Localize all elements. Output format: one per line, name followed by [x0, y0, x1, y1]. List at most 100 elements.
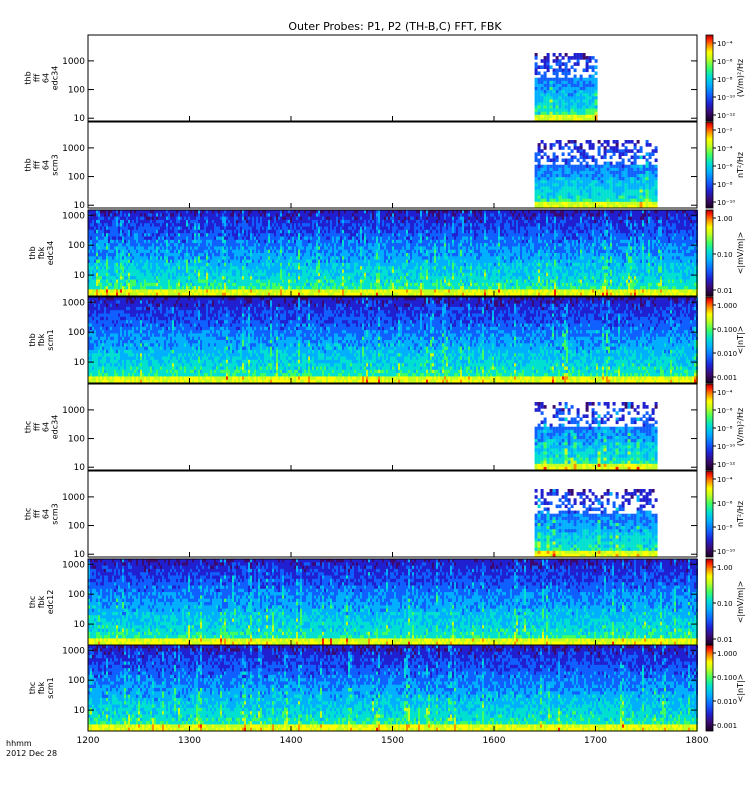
- spectrogram-cell: [540, 102, 544, 107]
- spectrogram-cell: [110, 266, 112, 270]
- spectrogram-cell: [252, 256, 254, 261]
- spectrogram-cell: [142, 292, 144, 297]
- spectrogram-cell: [540, 149, 544, 153]
- spectrogram-cell: [552, 59, 556, 63]
- spectrogram-cell: [92, 229, 94, 234]
- spectrogram-cell: [244, 292, 246, 297]
- spectrogram-cell: [98, 289, 100, 294]
- spectrogram-cell: [226, 289, 228, 294]
- spectrogram-cell: [378, 249, 380, 254]
- spectrogram-cell: [276, 239, 278, 244]
- spectrogram-cell: [558, 87, 562, 91]
- spectrogram-cell: [236, 216, 238, 221]
- spectrogram-cell: [344, 226, 346, 231]
- spectrogram-cell: [232, 262, 234, 267]
- spectrogram-cell: [346, 213, 348, 218]
- colorbar-label: nT²/Hz: [736, 152, 745, 178]
- spectrogram-cell: [202, 249, 204, 254]
- spectrogram-cell: [576, 117, 580, 122]
- spectrogram-cell: [374, 213, 376, 218]
- spectrogram-cell: [94, 269, 96, 274]
- spectrogram-cell: [220, 216, 222, 221]
- spectrogram-cell: [222, 226, 224, 231]
- spectrogram-cell: [543, 164, 547, 169]
- spectrogram-cell: [316, 246, 318, 251]
- spectrogram-cell: [558, 53, 562, 57]
- spectrogram-cell: [246, 279, 248, 284]
- spectrogram-cell: [642, 189, 646, 194]
- spectrogram-cell: [190, 236, 192, 241]
- spectrogram-cell: [302, 279, 304, 284]
- spectrogram-cell: [362, 226, 364, 231]
- spectrogram-cell: [312, 226, 314, 231]
- spectrogram-cell: [194, 292, 196, 297]
- spectrogram-cell: [342, 269, 344, 274]
- spectrogram-cell: [370, 246, 372, 251]
- spectrogram-cell: [310, 226, 312, 231]
- spectrogram-cell: [246, 289, 248, 294]
- spectrogram-cell: [356, 233, 358, 237]
- spectrogram-cell: [310, 219, 312, 224]
- spectrogram-cell: [220, 223, 222, 227]
- spectrogram-cell: [364, 282, 366, 287]
- spectrogram-cell: [316, 223, 318, 227]
- spectrogram-cell: [621, 143, 625, 147]
- spectrogram-cell: [124, 239, 126, 244]
- spectrogram-cell: [104, 259, 106, 264]
- spectrogram-cell: [94, 292, 96, 297]
- spectrogram-cell: [320, 256, 322, 261]
- spectrogram-cell: [316, 253, 318, 257]
- spectrogram-cell: [639, 167, 643, 172]
- spectrogram-cell: [334, 226, 336, 231]
- spectrogram-cell: [168, 269, 170, 274]
- spectrogram-cell: [332, 216, 334, 221]
- spectrogram-cell: [96, 282, 98, 287]
- spectrogram-cell: [282, 276, 284, 280]
- spectrogram-cell: [567, 96, 571, 100]
- spectrogram-cell: [90, 262, 92, 267]
- spectrogram-cell: [280, 272, 282, 277]
- spectrogram-cell: [292, 266, 294, 270]
- spectrogram-cell: [594, 174, 598, 178]
- spectrogram-cell: [555, 117, 559, 122]
- spectrogram-cell: [597, 183, 601, 187]
- spectrogram-cell: [266, 289, 268, 294]
- spectrogram-cell: [254, 210, 256, 214]
- spectrogram-cell: [218, 210, 220, 214]
- spectrogram-cell: [585, 186, 589, 190]
- spectrogram-cell: [290, 259, 292, 264]
- spectrogram-cell: [124, 272, 126, 277]
- spectrogram-cell: [372, 229, 374, 234]
- spectrogram-cell: [186, 219, 188, 224]
- spectrogram-cell: [582, 96, 586, 100]
- spectrogram-cell: [180, 286, 182, 290]
- spectrogram-cell: [116, 292, 118, 297]
- spectrogram-cell: [366, 216, 368, 221]
- spectrogram-cell: [338, 233, 340, 237]
- spectrogram-cell: [262, 286, 264, 290]
- spectrogram-cell: [549, 117, 553, 122]
- spectrogram-cell: [214, 249, 216, 254]
- spectrogram-cell: [579, 189, 583, 194]
- spectrogram-cell: [174, 216, 176, 221]
- spectrogram-cell: [222, 246, 224, 251]
- spectrogram-cell: [654, 198, 658, 203]
- spectrogram-cell: [292, 229, 294, 234]
- spectrogram-cell: [214, 269, 216, 274]
- spectrogram-cell: [96, 223, 98, 227]
- spectrogram-cell: [162, 286, 164, 290]
- spectrogram-cell: [318, 210, 320, 214]
- spectrogram-cell: [630, 170, 634, 175]
- spectrogram-cell: [330, 243, 332, 247]
- spectrogram-cell: [360, 276, 362, 280]
- spectrogram-cell: [244, 279, 246, 284]
- spectrogram-cell: [184, 272, 186, 277]
- spectrogram-cell: [258, 246, 260, 251]
- spectrogram-cell: [96, 259, 98, 264]
- spectrogram-cell: [156, 279, 158, 284]
- spectrogram-cell: [296, 219, 298, 224]
- spectrogram-cell: [146, 266, 148, 270]
- spectrogram-cell: [170, 272, 172, 277]
- spectrogram-cell: [549, 198, 553, 203]
- spectrogram-cell: [356, 279, 358, 284]
